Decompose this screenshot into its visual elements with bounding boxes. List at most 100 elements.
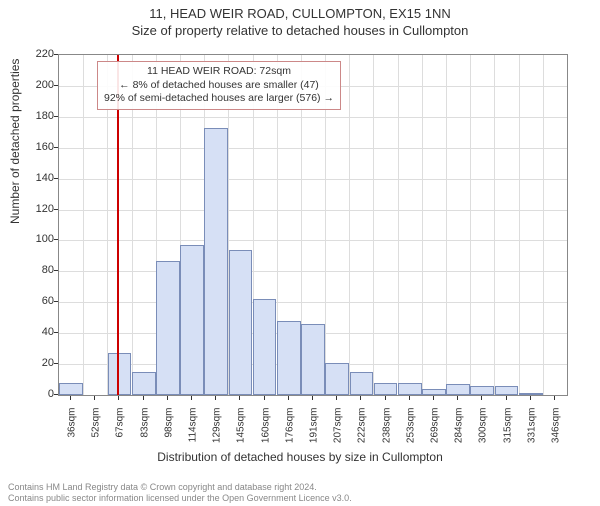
gridline-v bbox=[494, 55, 495, 395]
footer-attribution: Contains HM Land Registry data © Crown c… bbox=[8, 482, 352, 504]
gridline-v bbox=[470, 55, 471, 395]
y-tick-label: 200 bbox=[24, 79, 54, 91]
y-tick-label: 80 bbox=[24, 264, 54, 276]
histogram-bar bbox=[470, 386, 494, 395]
histogram-bar bbox=[374, 383, 398, 395]
histogram-bar bbox=[277, 321, 301, 395]
x-tick-mark bbox=[481, 396, 482, 400]
x-tick-label: 67sqm bbox=[115, 408, 126, 458]
x-tick-mark bbox=[457, 396, 458, 400]
gridline-v bbox=[373, 55, 374, 395]
gridline-h bbox=[59, 210, 567, 211]
histogram-bar bbox=[325, 363, 349, 395]
histogram-bar bbox=[446, 384, 470, 395]
histogram-bar bbox=[398, 383, 422, 395]
y-tick-mark bbox=[54, 363, 58, 364]
y-tick-label: 100 bbox=[24, 233, 54, 245]
x-tick-label: 191sqm bbox=[309, 408, 320, 458]
x-tick-mark bbox=[409, 396, 410, 400]
x-tick-mark bbox=[360, 396, 361, 400]
x-tick-label: 114sqm bbox=[188, 408, 199, 458]
x-tick-label: 83sqm bbox=[139, 408, 150, 458]
footer-line2: Contains public sector information licen… bbox=[8, 493, 352, 504]
gridline-v bbox=[398, 55, 399, 395]
y-tick-mark bbox=[54, 394, 58, 395]
x-tick-label: 238sqm bbox=[381, 408, 392, 458]
gridline-v bbox=[422, 55, 423, 395]
annotation-line3: 92% of semi-detached houses are larger (… bbox=[104, 92, 334, 106]
x-tick-label: 269sqm bbox=[429, 408, 440, 458]
annotation-line2: ← 8% of detached houses are smaller (47) bbox=[104, 79, 334, 93]
gridline-v bbox=[446, 55, 447, 395]
x-tick-label: 253sqm bbox=[405, 408, 416, 458]
x-tick-mark bbox=[70, 396, 71, 400]
x-tick-mark bbox=[288, 396, 289, 400]
x-tick-label: 160sqm bbox=[260, 408, 271, 458]
x-tick-label: 52sqm bbox=[91, 408, 102, 458]
y-tick-label: 220 bbox=[24, 48, 54, 60]
chart-plot-area: 11 HEAD WEIR ROAD: 72sqm ← 8% of detache… bbox=[58, 54, 568, 396]
histogram-bar bbox=[422, 389, 446, 395]
histogram-bar bbox=[253, 299, 277, 395]
y-tick-mark bbox=[54, 116, 58, 117]
x-tick-mark bbox=[191, 396, 192, 400]
x-tick-label: 36sqm bbox=[67, 408, 78, 458]
x-tick-mark bbox=[215, 396, 216, 400]
histogram-bar bbox=[156, 261, 180, 395]
x-tick-label: 129sqm bbox=[212, 408, 223, 458]
x-tick-mark bbox=[336, 396, 337, 400]
gridline-v bbox=[349, 55, 350, 395]
x-tick-label: 98sqm bbox=[163, 408, 174, 458]
histogram-bar bbox=[180, 245, 204, 395]
x-tick-mark bbox=[554, 396, 555, 400]
y-tick-label: 60 bbox=[24, 295, 54, 307]
x-tick-label: 331sqm bbox=[526, 408, 537, 458]
x-tick-mark bbox=[167, 396, 168, 400]
x-tick-label: 284sqm bbox=[454, 408, 465, 458]
y-tick-label: 160 bbox=[24, 141, 54, 153]
x-tick-mark bbox=[433, 396, 434, 400]
y-tick-label: 120 bbox=[24, 203, 54, 215]
x-tick-mark bbox=[143, 396, 144, 400]
y-tick-label: 20 bbox=[24, 357, 54, 369]
gridline-h bbox=[59, 148, 567, 149]
histogram-bar bbox=[301, 324, 325, 395]
x-tick-mark bbox=[264, 396, 265, 400]
y-tick-label: 0 bbox=[24, 388, 54, 400]
histogram-bar bbox=[495, 386, 519, 395]
y-tick-mark bbox=[54, 54, 58, 55]
y-tick-mark bbox=[54, 178, 58, 179]
histogram-bar bbox=[108, 353, 132, 395]
histogram-bar bbox=[204, 128, 228, 395]
y-axis-label: Number of detached properties bbox=[8, 59, 22, 224]
x-tick-mark bbox=[506, 396, 507, 400]
gridline-h bbox=[59, 179, 567, 180]
chart-title-line1: 11, HEAD WEIR ROAD, CULLOMPTON, EX15 1NN bbox=[0, 6, 600, 21]
gridline-h bbox=[59, 302, 567, 303]
histogram-bar bbox=[229, 250, 253, 395]
y-tick-mark bbox=[54, 85, 58, 86]
x-tick-mark bbox=[385, 396, 386, 400]
histogram-bar bbox=[59, 383, 83, 395]
gridline-h bbox=[59, 117, 567, 118]
y-tick-mark bbox=[54, 239, 58, 240]
footer-line1: Contains HM Land Registry data © Crown c… bbox=[8, 482, 352, 493]
y-tick-mark bbox=[54, 147, 58, 148]
histogram-bar bbox=[132, 372, 156, 395]
y-tick-mark bbox=[54, 270, 58, 271]
gridline-h bbox=[59, 240, 567, 241]
annotation-box: 11 HEAD WEIR ROAD: 72sqm ← 8% of detache… bbox=[97, 61, 341, 110]
y-tick-mark bbox=[54, 332, 58, 333]
histogram-bar bbox=[350, 372, 374, 395]
gridline-v bbox=[83, 55, 84, 395]
y-tick-mark bbox=[54, 301, 58, 302]
annotation-line1: 11 HEAD WEIR ROAD: 72sqm bbox=[104, 65, 334, 79]
x-tick-mark bbox=[94, 396, 95, 400]
x-tick-mark bbox=[530, 396, 531, 400]
x-tick-label: 176sqm bbox=[284, 408, 295, 458]
x-tick-label: 207sqm bbox=[333, 408, 344, 458]
x-tick-mark bbox=[239, 396, 240, 400]
chart-title-line2: Size of property relative to detached ho… bbox=[0, 23, 600, 38]
x-tick-label: 315sqm bbox=[502, 408, 513, 458]
y-tick-label: 140 bbox=[24, 172, 54, 184]
